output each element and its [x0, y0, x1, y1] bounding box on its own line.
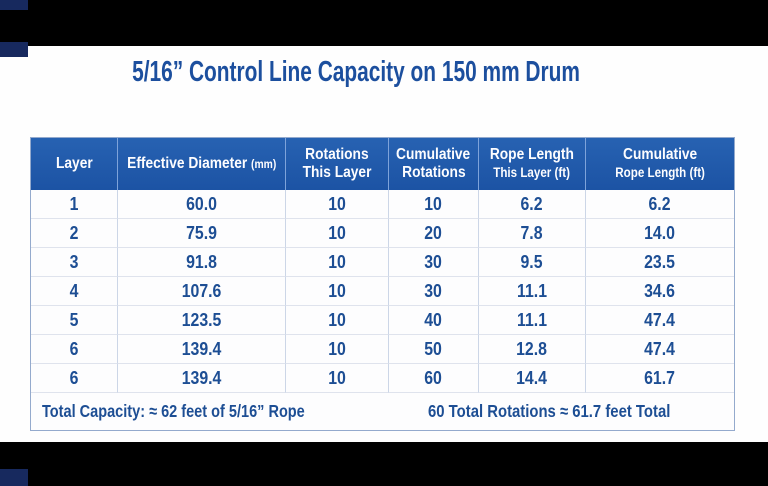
- corner-marker-top-1: [0, 0, 28, 10]
- table-cell: 40: [389, 306, 479, 335]
- table-cell: 7.8: [479, 219, 586, 248]
- table-cell: 6.2: [479, 190, 586, 219]
- table-cell: 47.4: [586, 306, 734, 335]
- table-row: 3 91.8 10 30 9.5 23.5: [31, 248, 734, 277]
- table-row: 4 107.6 10 30 11.1 34.6: [31, 277, 734, 306]
- table-row: 6 139.4 10 50 12.8 47.4: [31, 335, 734, 364]
- column-header-cumulative-rope-length: Cumulative Rope Length (ft): [615, 146, 705, 180]
- table-cell: 10: [286, 248, 389, 277]
- table-row: 5 123.5 10 40 11.1 47.4: [31, 306, 734, 335]
- table-cell: 34.6: [586, 277, 734, 306]
- table-row: 1 60.0 10 10 6.2 6.2: [31, 190, 734, 219]
- table-row: 6 139.4 10 60 14.4 61.7: [31, 364, 734, 393]
- table-cell: 14.4: [479, 364, 586, 393]
- table-cell: 10: [286, 364, 389, 393]
- table-cell: 9.5: [479, 248, 586, 277]
- capacity-table: Layer Effective Diameter (mm) Rotations …: [30, 137, 735, 431]
- table-cell: 10: [286, 190, 389, 219]
- table-cell: 30: [389, 248, 479, 277]
- table-cell: 139.4: [118, 364, 286, 393]
- table-cell: 10: [286, 335, 389, 364]
- table-cell: 14.0: [586, 219, 734, 248]
- total-rotations-note: 60 Total Rotations ≈ 61.7 feet Total: [427, 401, 670, 421]
- table-cell: 12.8: [479, 335, 586, 364]
- table-cell: 11.1: [479, 277, 586, 306]
- table-cell: 139.4: [118, 335, 286, 364]
- table-cell: 6.2: [586, 190, 734, 219]
- table-cell: 5: [31, 306, 118, 335]
- column-header-rope-length-this-layer: Rope Length This Layer (ft): [479, 138, 586, 190]
- table-row: 2 75.9 10 20 7.8 14.0: [31, 219, 734, 248]
- table-cell: 23.5: [586, 248, 734, 277]
- table-cell: 3: [31, 248, 118, 277]
- table-cell: 11.1: [479, 306, 586, 335]
- table-cell: 1: [31, 190, 118, 219]
- table-cell: 10: [389, 190, 479, 219]
- table-cell: 10: [286, 219, 389, 248]
- table-footer-row: Total Capacity: ≈ 62 feet of 5/16” Rope …: [31, 393, 734, 430]
- table-header-row: Layer Effective Diameter (mm) Rotations …: [31, 138, 734, 190]
- table-cell: 91.8: [118, 248, 286, 277]
- table-body: 1 60.0 10 10 6.2 6.2 2 75.9 10 20 7.8 14.0 3 91.8 10 30…: [31, 190, 734, 393]
- column-header-layer: Layer: [31, 138, 118, 190]
- table-cell: 30: [389, 277, 479, 306]
- corner-marker-bottom: [0, 469, 28, 486]
- table-cell: 10: [286, 306, 389, 335]
- column-header-effective-diameter: Effective Diameter (mm): [118, 138, 286, 190]
- table-cell: 123.5: [118, 306, 286, 335]
- table-cell: 10: [286, 277, 389, 306]
- column-header-cumulative-rotations: Cumulative Rotations: [389, 138, 479, 190]
- table-cell: 75.9: [118, 219, 286, 248]
- table-cell: 50: [389, 335, 479, 364]
- corner-marker-top-2: [0, 42, 28, 57]
- table-cell: 20: [389, 219, 479, 248]
- table-cell: 6: [31, 364, 118, 393]
- table-cell: 4: [31, 277, 118, 306]
- table-cell: 107.6: [118, 277, 286, 306]
- total-capacity-note: Total Capacity: ≈ 62 feet of 5/16” Rope: [41, 401, 305, 421]
- letterbox-top: [0, 0, 768, 46]
- column-header-rotations-this-layer: Rotations This Layer: [286, 138, 389, 190]
- letterbox-bottom: [0, 442, 768, 486]
- table-cell: 60.0: [118, 190, 286, 219]
- table-cell: 2: [31, 219, 118, 248]
- table-cell: 61.7: [586, 364, 734, 393]
- table-cell: 60: [389, 364, 479, 393]
- table-cell: 6: [31, 335, 118, 364]
- table-cell: 47.4: [586, 335, 734, 364]
